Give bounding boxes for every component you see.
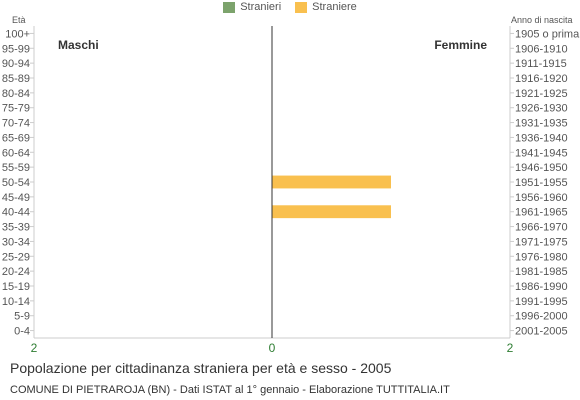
y-tick-label-age: 0-4 [14, 326, 30, 338]
y-tick-label-age: 55-59 [2, 162, 30, 174]
y-tick-label-age: 15-19 [2, 281, 30, 293]
y-tick-label-birth-year: 1956-1960 [515, 192, 568, 204]
legend-label-stranieri: Stranieri [240, 1, 282, 13]
y-tick-label-age: 95-99 [2, 43, 30, 55]
y-tick-label-birth-year: 1981-1985 [515, 266, 568, 278]
y-tick-label-age: 90-94 [2, 58, 30, 70]
y-tick-label-age: 100+ [5, 28, 30, 40]
y-tick-label-birth-year: 1986-1990 [515, 281, 568, 293]
chart-source: COMUNE DI PIETRAROJA (BN) - Dati ISTAT a… [10, 384, 450, 396]
y-tick-label-birth-year: 1941-1945 [515, 147, 568, 159]
y-tick-label-age: 80-84 [2, 88, 30, 100]
y-tick-label-birth-year: 1991-1995 [515, 296, 568, 308]
legend-label-straniere: Straniere [312, 1, 357, 13]
y-tick-label-age: 60-64 [2, 147, 30, 159]
y-tick-label-age: 45-49 [2, 192, 30, 204]
y-tick-label-age: 35-39 [2, 222, 30, 234]
y-tick-label-birth-year: 1936-1940 [515, 132, 568, 144]
y-right-title: Anno di nascita [511, 15, 573, 25]
y-tick-label-birth-year: 1906-1910 [515, 43, 568, 55]
side-label-maschi: Maschi [58, 38, 99, 52]
legend-item-straniere: Straniere [295, 1, 357, 13]
y-tick-label-birth-year: 1921-1925 [515, 88, 568, 100]
y-tick-label-birth-year: 1905 o prima [515, 28, 580, 40]
y-tick-label-age: 85-89 [2, 73, 30, 85]
y-tick-label-birth-year: 1966-1970 [515, 222, 568, 234]
legend-swatch-stranieri [223, 1, 236, 13]
legend-swatch-straniere [295, 1, 308, 13]
bar-straniere-40-44 [272, 205, 391, 219]
y-tick-label-birth-year: 1916-1920 [515, 73, 568, 85]
y-tick-label-birth-year: 1976-1980 [515, 251, 568, 263]
y-tick-label-birth-year: 1946-1950 [515, 162, 568, 174]
x-tick-label: 2 [31, 341, 38, 355]
y-tick-label-age: 20-24 [2, 266, 30, 278]
bar-straniere-50-54 [272, 175, 391, 189]
y-tick-label-birth-year: 1971-1975 [515, 236, 568, 248]
chart-legend: Stranieri Straniere [0, 0, 580, 14]
side-label-femmine: Femmine [434, 38, 487, 52]
legend-item-stranieri: Stranieri [223, 1, 281, 13]
x-tick-label: 0 [269, 341, 276, 355]
y-tick-label-birth-year: 1961-1965 [515, 207, 568, 219]
y-tick-label-age: 75-79 [2, 103, 30, 115]
y-tick-label-age: 5-9 [14, 311, 30, 323]
y-tick-label-birth-year: 1931-1935 [515, 118, 568, 130]
y-tick-label-birth-year: 2001-2005 [515, 326, 568, 338]
y-tick-label-age: 25-29 [2, 251, 30, 263]
y-left-title: Età [12, 15, 26, 25]
y-tick-label-age: 65-69 [2, 132, 30, 144]
chart-title: Popolazione per cittadinanza straniera p… [10, 360, 392, 376]
y-tick-label-age: 30-34 [2, 236, 30, 248]
y-tick-label-age: 40-44 [2, 207, 30, 219]
y-tick-label-age: 50-54 [2, 177, 30, 189]
population-pyramid-chart: Età Anno di nascita Maschi Femmine 100+ 1905 … [2, 15, 580, 355]
y-tick-label-birth-year: 1951-1955 [515, 177, 568, 189]
y-tick-label-birth-year: 1911-1915 [515, 58, 567, 70]
y-tick-label-birth-year: 1996-2000 [515, 311, 568, 323]
y-tick-label-age: 10-14 [2, 296, 30, 308]
y-tick-label-birth-year: 1926-1930 [515, 103, 568, 115]
x-tick-label: 2 [507, 341, 514, 355]
y-tick-label-age: 70-74 [2, 118, 30, 130]
